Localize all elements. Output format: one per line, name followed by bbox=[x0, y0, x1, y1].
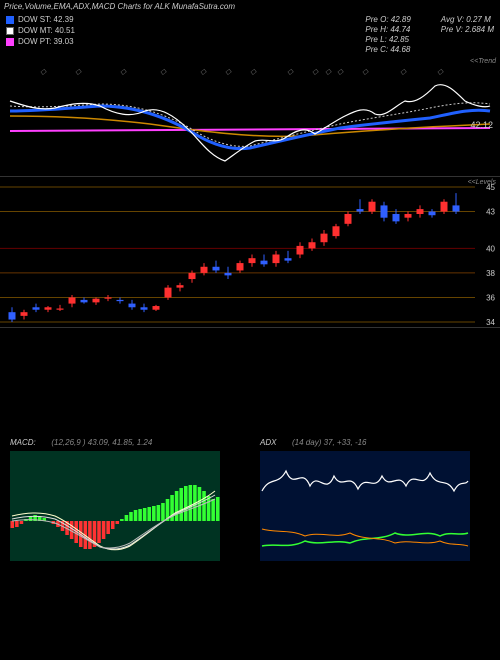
trend-label: <<Trend bbox=[470, 58, 496, 65]
svg-text:◇: ◇ bbox=[200, 67, 207, 76]
svg-text:◇: ◇ bbox=[400, 67, 407, 76]
svg-text:◇: ◇ bbox=[287, 67, 294, 76]
price-chart: ◇ ◇ ◇ ◇ ◇ ◇ ◇ ◇ ◇ ◇ ◇ ◇ ◇ ◇ 42.12 bbox=[0, 56, 500, 176]
adx-title: ADX (14 day) 37, +33, -16 bbox=[260, 438, 490, 447]
svg-text:◇: ◇ bbox=[120, 67, 127, 76]
price-panel: <<Trend ◇ ◇ ◇ ◇ ◇ ◇ ◇ ◇ ◇ ◇ ◇ ◇ ◇ ◇ 42.12 bbox=[0, 56, 500, 177]
macd-chart bbox=[10, 451, 220, 561]
svg-text:◇: ◇ bbox=[437, 67, 444, 76]
legend-dow-st: DOW ST: 42.39 bbox=[6, 15, 75, 24]
legend-dow-mt: DOW MT: 40.51 bbox=[6, 26, 75, 35]
candle-chart: 343638404345 bbox=[0, 177, 500, 327]
swatch-pt bbox=[6, 38, 14, 46]
label-pt: DOW PT: 39.03 bbox=[18, 37, 74, 46]
legend-left: DOW ST: 42.39 DOW MT: 40.51 DOW PT: 39.0… bbox=[6, 15, 75, 54]
svg-text:42.12: 42.12 bbox=[470, 120, 493, 130]
avg-v: Avg V: 0.27 M bbox=[441, 15, 494, 24]
indicator-row: MACD: (12,26,9 ) 43.09, 41.85, 1.24 ADX … bbox=[0, 428, 500, 571]
pre-c: Pre C: 44.68 bbox=[365, 45, 410, 54]
chart-title: Price,Volume,EMA,ADX,MACD Charts for ALK… bbox=[0, 0, 500, 13]
svg-text:◇: ◇ bbox=[40, 67, 47, 76]
info-right: Avg V: 0.27 M Pre V: 2.684 M bbox=[441, 15, 494, 54]
info-columns: Pre O: 42.89 Pre H: 44.74 Pre L: 42.85 P… bbox=[365, 15, 494, 54]
macd-params: (12,26,9 ) 43.09, 41.85, 1.24 bbox=[51, 438, 152, 447]
legend-dow-pt: DOW PT: 39.03 bbox=[6, 37, 75, 46]
adx-params: (14 day) 37, +33, -16 bbox=[292, 438, 367, 447]
svg-text:40: 40 bbox=[486, 244, 495, 253]
svg-text:◇: ◇ bbox=[362, 67, 369, 76]
svg-text:38: 38 bbox=[486, 269, 495, 278]
pre-h: Pre H: 44.74 bbox=[365, 25, 410, 34]
legend-row: DOW ST: 42.39 DOW MT: 40.51 DOW PT: 39.0… bbox=[0, 13, 500, 56]
swatch-mt bbox=[6, 27, 14, 35]
pre-v: Pre V: 2.684 M bbox=[441, 25, 494, 34]
adx-panel: ADX (14 day) 37, +33, -16 bbox=[260, 438, 490, 561]
macd-panel: MACD: (12,26,9 ) 43.09, 41.85, 1.24 bbox=[10, 438, 240, 561]
adx-chart bbox=[260, 451, 470, 561]
swatch-st bbox=[6, 16, 14, 24]
svg-text:◇: ◇ bbox=[337, 67, 344, 76]
levels-label: <<Levels bbox=[468, 179, 496, 186]
svg-text:36: 36 bbox=[486, 293, 495, 302]
svg-text:43: 43 bbox=[486, 208, 495, 217]
svg-text:◇: ◇ bbox=[225, 67, 232, 76]
pre-l: Pre L: 42.85 bbox=[365, 35, 410, 44]
svg-text:◇: ◇ bbox=[75, 67, 82, 76]
spacer bbox=[0, 328, 500, 428]
svg-text:◇: ◇ bbox=[160, 67, 167, 76]
svg-text:◇: ◇ bbox=[325, 67, 332, 76]
candle-panel: <<Levels 343638404345 bbox=[0, 177, 500, 328]
svg-text:◇: ◇ bbox=[250, 67, 257, 76]
label-st: DOW ST: 42.39 bbox=[18, 15, 74, 24]
svg-text:34: 34 bbox=[486, 318, 495, 327]
info-left: Pre O: 42.89 Pre H: 44.74 Pre L: 42.85 P… bbox=[365, 15, 410, 54]
label-mt: DOW MT: 40.51 bbox=[18, 26, 75, 35]
pre-o: Pre O: 42.89 bbox=[365, 15, 410, 24]
svg-text:◇: ◇ bbox=[312, 67, 319, 76]
macd-title: MACD: (12,26,9 ) 43.09, 41.85, 1.24 bbox=[10, 438, 240, 447]
